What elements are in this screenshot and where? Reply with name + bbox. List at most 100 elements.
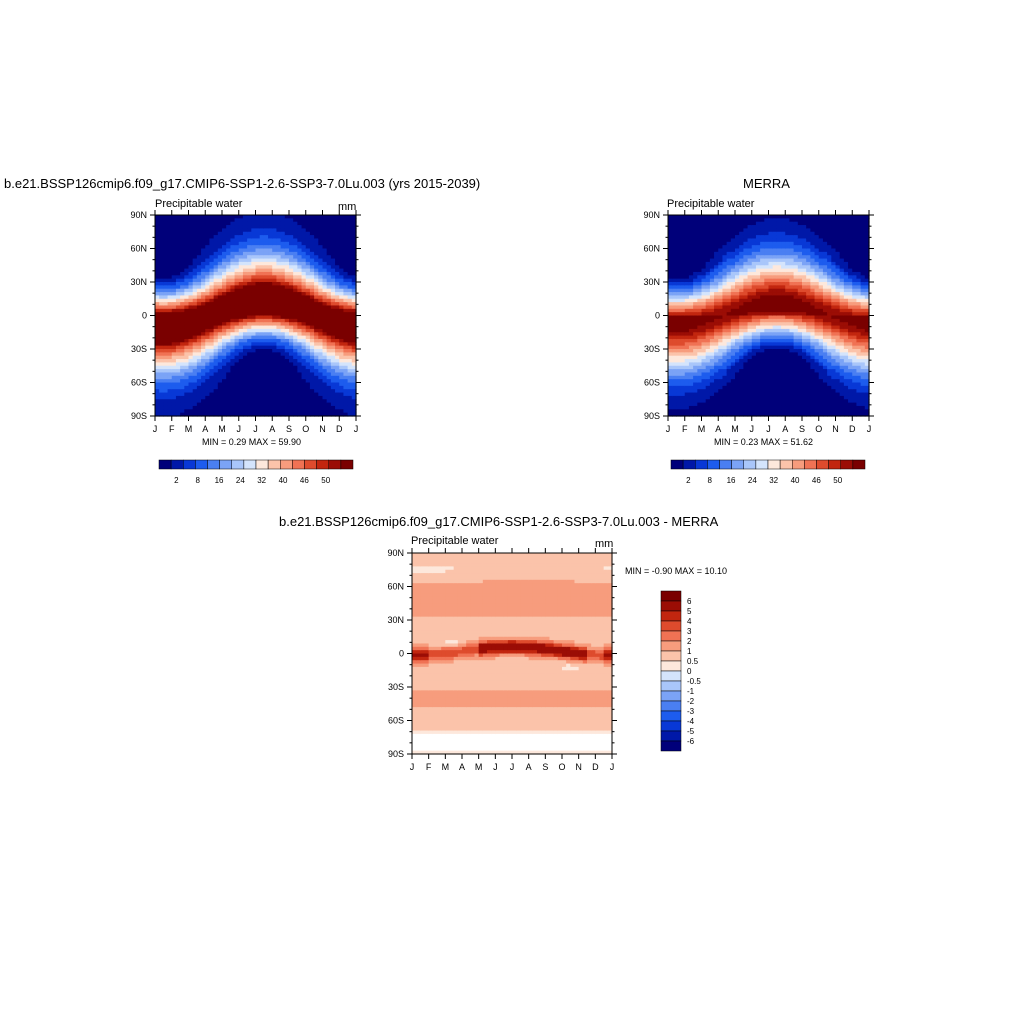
panel3-ytick-label: 60S — [388, 716, 404, 726]
panel1-xtick-label: D — [336, 424, 343, 434]
panel3-colorbar-label: -2 — [687, 697, 695, 706]
panel3-colorbar-swatch — [660, 740, 682, 752]
panel3-colorbar-label: -1 — [687, 687, 695, 696]
panel2-xtick-label: O — [815, 424, 822, 434]
panel3-xtick-label: A — [459, 762, 465, 772]
panel2-ytick-label: 30S — [644, 344, 660, 354]
panel2-ytick-label: 60N — [643, 244, 660, 254]
panel3-stats: MIN = -0.90 MAX = 10.10 — [625, 566, 728, 576]
panel3-colorbar-swatch — [660, 640, 682, 652]
panel3-colorbar-swatch — [660, 660, 682, 672]
panel1-colorbar-label: 24 — [236, 476, 245, 485]
panel1-ytick-label: 30N — [130, 277, 147, 287]
panel1-xtick-label: N — [319, 424, 326, 434]
panel1-xtick-label: O — [302, 424, 309, 434]
panel3-xtick-label: D — [592, 762, 599, 772]
panel3-colorbar-label: 0.5 — [687, 657, 699, 666]
panel3-colorbar-label: 1 — [687, 647, 692, 656]
panel3-units: mm — [595, 538, 614, 550]
panel3-xtick-label: J — [410, 762, 415, 772]
panel3-xtick-label: O — [558, 762, 565, 772]
panel3-xtick-label: F — [426, 762, 432, 772]
panel3-xtick-label: N — [575, 762, 582, 772]
panel2-xtick-label: J — [766, 424, 771, 434]
panel3-xtick-label: J — [510, 762, 515, 772]
panel1-ytick-label: 90N — [130, 210, 147, 220]
panel3-colorbar-label: -4 — [687, 717, 695, 726]
panel1-ytick-label: 90S — [131, 411, 147, 421]
panel2-xtick-label: M — [698, 424, 706, 434]
panel3-title: b.e21.BSSP126cmip6.f09_g17.CMIP6-SSP1-2.… — [279, 514, 719, 529]
panel3-colorbar-label: -6 — [687, 737, 695, 746]
panel1-xtick-label: F — [169, 424, 175, 434]
panel3-colorbar-swatch — [660, 680, 682, 692]
panel2-colorbar-label: 2 — [686, 476, 691, 485]
panel1-ytick-label: 60S — [131, 378, 147, 388]
panel3-xtick-label: S — [542, 762, 548, 772]
panel2-colorbar-label: 32 — [769, 476, 778, 485]
panel3-colorbar-swatch — [660, 670, 682, 682]
panel2-colorbar-label: 46 — [812, 476, 821, 485]
panel2-colorbar-label: 40 — [791, 476, 800, 485]
panel3-ytick-label: 90N — [387, 548, 404, 558]
panel3-ytick-label: 60N — [387, 582, 404, 592]
panel2-xtick-label: N — [832, 424, 839, 434]
panel2-ytick-label: 60S — [644, 378, 660, 388]
panel1-ytick-label: 0 — [142, 311, 147, 321]
panel3-colorbar-swatch — [660, 720, 682, 732]
panel1-xtick-label: J — [354, 424, 359, 434]
panel3-ytick-label: 0 — [399, 649, 404, 659]
panel1-title: b.e21.BSSP126cmip6.f09_g17.CMIP6-SSP1-2.… — [4, 176, 481, 191]
panel3-colorbar-swatch — [660, 700, 682, 712]
panel3-colorbar-label: 0 — [687, 667, 692, 676]
panel2-ytick-label: 0 — [655, 311, 660, 321]
panel2-xtick-label: M — [731, 424, 739, 434]
panel2-colorbar-label: 8 — [707, 476, 712, 485]
panel3-colorbar-swatch — [660, 600, 682, 612]
panel2-xtick-label: D — [849, 424, 856, 434]
panel3-colorbar-swatch — [660, 610, 682, 622]
panel1-xtick-label: A — [269, 424, 275, 434]
panel1-xtick-label: M — [185, 424, 193, 434]
panel3-colorbar-swatch — [660, 650, 682, 662]
panel1-xtick-label: J — [237, 424, 242, 434]
panel1-colorbar-label: 46 — [300, 476, 309, 485]
panel3-colorbar-label: 5 — [687, 607, 692, 616]
panel3-colorbar-label: -0.5 — [687, 677, 701, 686]
panel3-xtick-label: J — [610, 762, 615, 772]
panel2-xtick-label: A — [715, 424, 721, 434]
panel1-colorbar-label: 2 — [174, 476, 179, 485]
panel3-xtick-label: M — [475, 762, 483, 772]
panel2-xtick-label: J — [867, 424, 872, 434]
panel3-colorbar-swatch — [660, 730, 682, 742]
panel2-ytick-label: 30N — [643, 277, 660, 287]
panel1-units: mm — [338, 201, 357, 213]
panel3-colorbar-swatch — [660, 620, 682, 632]
panel3-xtick-label: A — [526, 762, 532, 772]
panel3-colorbar-label: 2 — [687, 637, 692, 646]
panel1-xtick-label: A — [202, 424, 208, 434]
panel1-ytick-label: 60N — [130, 244, 147, 254]
panel1-colorbar-label: 32 — [257, 476, 266, 485]
panel3-xtick-label: J — [493, 762, 498, 772]
panel2-xtick-label: A — [782, 424, 788, 434]
panel2-ytick-label: 90N — [643, 210, 660, 220]
panel1-colorbar-label: 40 — [279, 476, 288, 485]
panel2-xtick-label: S — [799, 424, 805, 434]
panel1-field — [155, 215, 357, 417]
panel3-colorbar-label: 4 — [687, 617, 692, 626]
panel1-xtick-label: J — [253, 424, 258, 434]
panel1-ytick-label: 30S — [131, 344, 147, 354]
panel2-colorbar-swatch — [852, 459, 866, 470]
panel2-stats: MIN = 0.23 MAX = 51.62 — [714, 437, 814, 447]
panel3-colorbar-label: -5 — [687, 727, 695, 736]
panel3-colorbar-swatch — [660, 590, 682, 602]
panel2-xtick-label: J — [750, 424, 755, 434]
panel2-colorbar-label: 16 — [727, 476, 736, 485]
panel3-ytick-label: 30S — [388, 682, 404, 692]
panel3-ytick-label: 90S — [388, 749, 404, 759]
panel3-field — [412, 553, 613, 755]
